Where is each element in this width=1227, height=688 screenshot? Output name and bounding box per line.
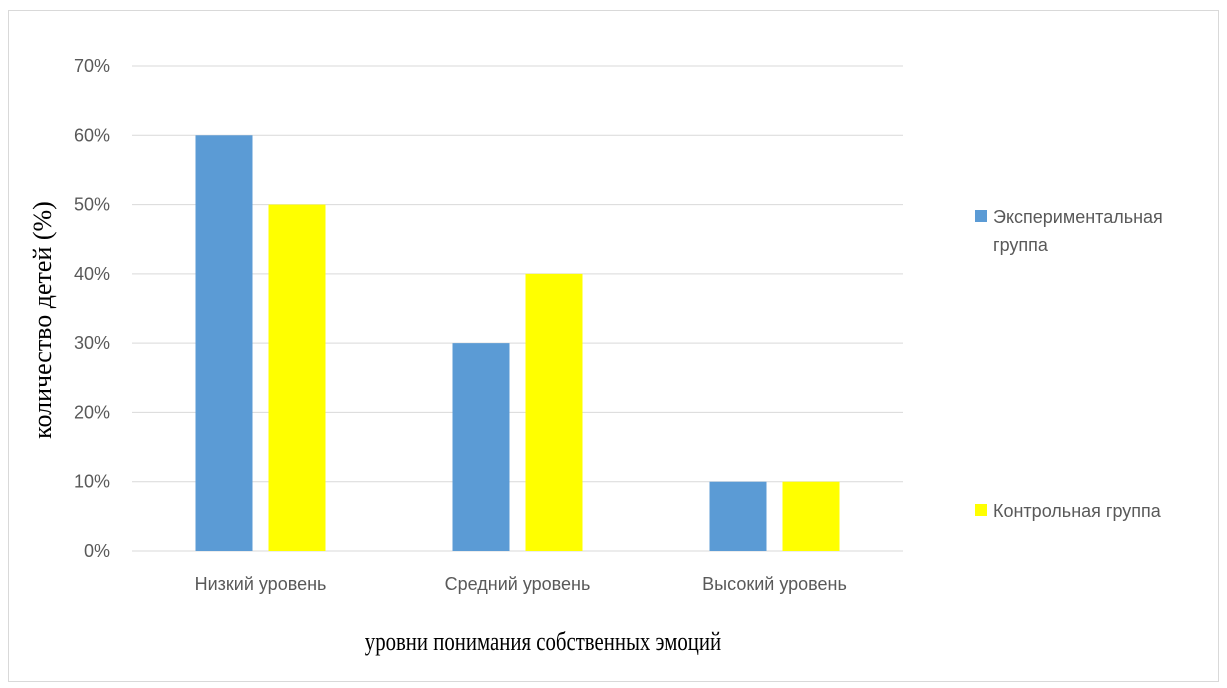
y-tick-label: 70% [74, 56, 110, 76]
x-category-label: Средний уровень [445, 574, 591, 594]
bar-control [782, 481, 840, 551]
bar-experimental [452, 343, 510, 551]
y-axis-title: количество детей (%) [28, 201, 57, 439]
y-tick-label: 20% [74, 402, 110, 422]
bar-experimental [195, 135, 253, 552]
y-tick-label: 0% [84, 541, 110, 561]
bars [195, 135, 840, 552]
grid-lines [132, 65, 903, 552]
y-tick-label: 60% [74, 125, 110, 145]
bar-control [268, 204, 326, 552]
legend-label: группа [993, 235, 1049, 255]
y-tick-label: 40% [74, 264, 110, 284]
legend: Экспериментальная группа Контрольная групп… [975, 207, 1163, 521]
x-axis-title: уровни понимания собственных эмоций [365, 628, 722, 657]
x-category-label: Высокий уровень [702, 574, 847, 594]
y-tick-label: 10% [74, 472, 110, 492]
x-axis-categories: Низкий уровень Средний уровень Высокий уро… [195, 574, 847, 594]
y-tick-label: 30% [74, 333, 110, 353]
legend-label: Экспериментальная [993, 207, 1163, 227]
bar-control [525, 273, 583, 551]
bar-experimental [709, 481, 767, 551]
x-category-label: Низкий уровень [195, 574, 327, 594]
legend-swatch [975, 210, 987, 222]
legend-swatch [975, 504, 987, 516]
y-tick-label: 50% [74, 195, 110, 215]
y-axis-ticks: 0% 10% 20% 30% 40% 50% 60% 70% [74, 56, 110, 561]
legend-label: Контрольная группа [993, 501, 1162, 521]
